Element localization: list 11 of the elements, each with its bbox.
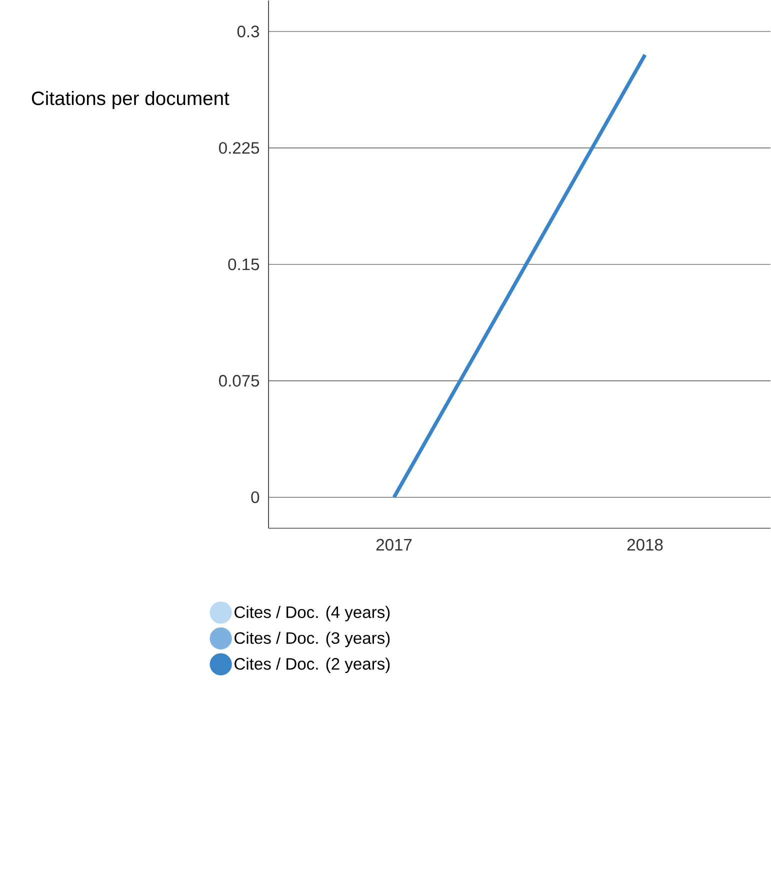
legend-label: Cites / Doc. (3 years)	[234, 632, 390, 648]
legend-label: Cites / Doc. (4 years)	[234, 606, 390, 622]
y-tick-label: 0.075	[219, 374, 260, 387]
x-tick-label: 2017	[376, 538, 412, 551]
y-tick-label: 0.15	[228, 258, 260, 270]
legend-label: Cites / Doc. (2 years)	[234, 658, 390, 674]
text: Citations per document	[32, 90, 230, 109]
y-tick-label: 0.225	[219, 142, 260, 154]
x-tick-label: 2018	[627, 538, 663, 551]
y-tick-label: 0.3	[237, 26, 260, 38]
y-tick-label: 0	[251, 491, 260, 504]
